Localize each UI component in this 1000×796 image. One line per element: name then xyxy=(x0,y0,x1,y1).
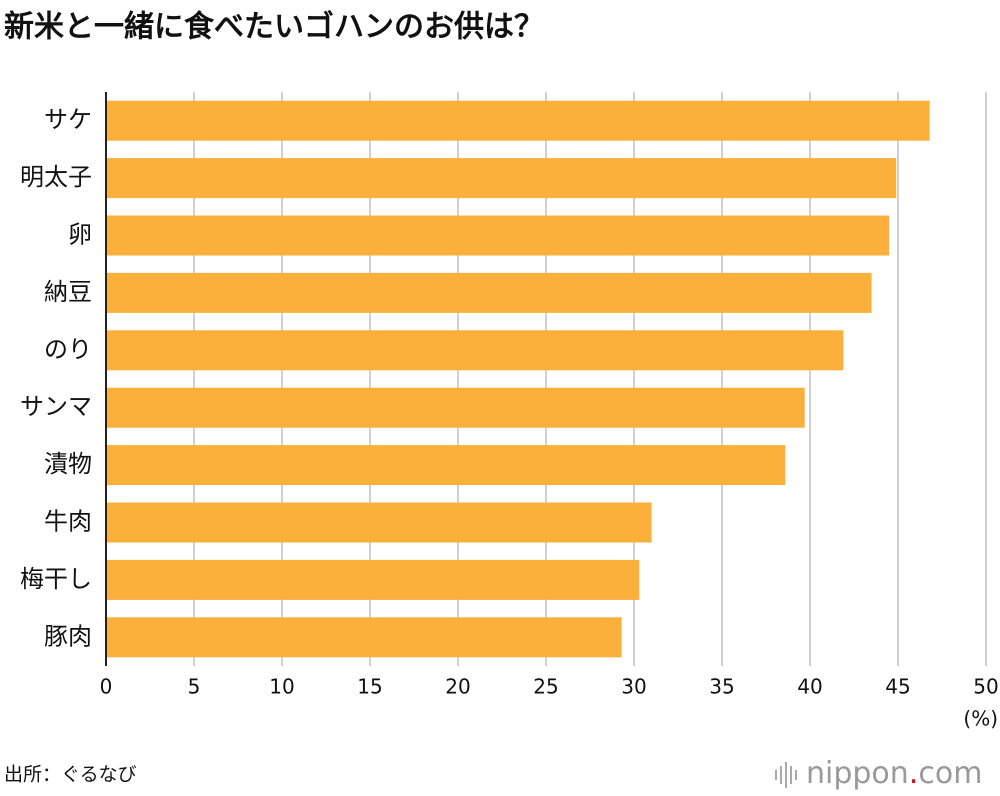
x-tick-label: 45 xyxy=(885,675,910,699)
bar xyxy=(106,559,640,600)
bar xyxy=(106,272,872,313)
y-tick-label: 豚肉 xyxy=(44,622,92,650)
source: 出所：ぐるなび xyxy=(4,764,137,786)
bar xyxy=(106,330,844,371)
bar xyxy=(106,158,897,199)
y-tick-label: サケ xyxy=(44,106,92,134)
x-tick-label: 40 xyxy=(797,675,822,699)
y-tick-label: のり xyxy=(44,335,92,363)
y-tick-label: 明太子 xyxy=(20,163,92,191)
bar xyxy=(106,215,890,256)
bar xyxy=(106,445,786,486)
x-unit: (%) xyxy=(963,707,998,731)
x-tick-label: 35 xyxy=(709,675,734,699)
x-tick-label: 15 xyxy=(357,675,382,699)
x-tick-label: 5 xyxy=(188,675,201,699)
x-tick-label: 0 xyxy=(100,675,113,699)
chart-title: 新米と一緒に食べたいゴハンのお供は？ xyxy=(4,10,544,45)
logo-dot: . xyxy=(909,756,919,791)
y-tick-label: 卵 xyxy=(68,221,92,249)
y-tick-label: 納豆 xyxy=(44,278,92,306)
x-tick-label: 30 xyxy=(621,675,646,699)
y-tick-label: 梅干し xyxy=(20,565,92,593)
bar xyxy=(106,100,930,141)
y-tick-label: 牛肉 xyxy=(44,508,92,536)
bar xyxy=(106,502,652,543)
y-tick-label: サンマ xyxy=(20,393,92,421)
logo-suffix: com xyxy=(918,756,982,791)
bar xyxy=(106,387,805,428)
logo-name: nippon xyxy=(806,756,909,791)
x-tick-label: 20 xyxy=(445,675,470,699)
bar xyxy=(106,617,622,658)
logo: nippon.com xyxy=(775,756,982,791)
x-tick-label: 50 xyxy=(973,675,998,699)
x-tick-label: 10 xyxy=(269,675,294,699)
y-tick-label: 漬物 xyxy=(44,450,92,478)
logo-mark xyxy=(775,762,797,788)
logo-text: nippon.com xyxy=(806,756,982,791)
x-tick-label: 25 xyxy=(533,675,558,699)
